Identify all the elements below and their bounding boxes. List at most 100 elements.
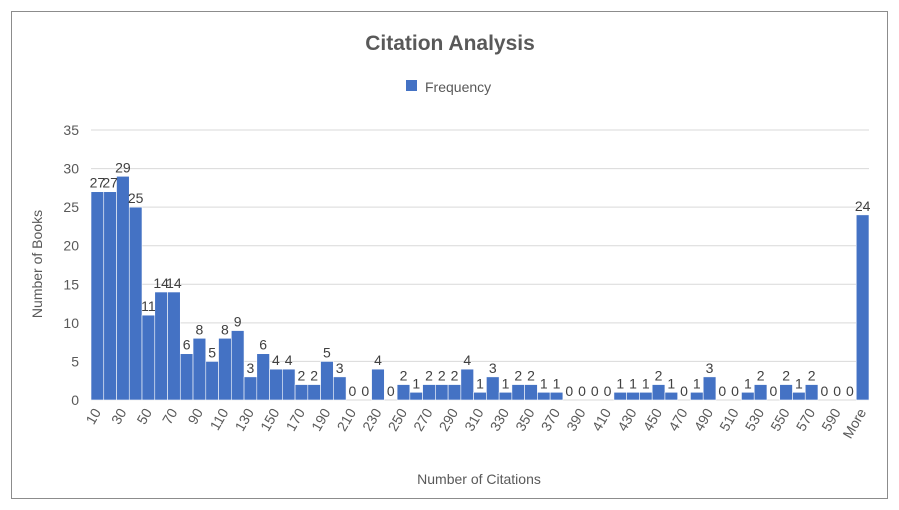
data-label-70: 14 [166, 275, 182, 291]
data-label-520: 1 [744, 375, 752, 391]
bar-10 [90, 191, 105, 401]
bar-270 [422, 384, 436, 401]
bar-550 [779, 384, 793, 401]
data-label-120: 9 [234, 314, 242, 330]
bars [90, 175, 870, 401]
bar-170 [294, 384, 309, 401]
x-tick-label: 90 [184, 405, 206, 427]
data-label-560: 1 [795, 375, 803, 391]
x-tick-label: 430 [614, 405, 640, 433]
bar-310 [473, 391, 487, 401]
data-label-150: 4 [272, 352, 280, 368]
bar-70 [167, 291, 181, 401]
data-label-110: 8 [221, 321, 229, 337]
data-label-100: 5 [208, 344, 216, 360]
bar-260 [409, 391, 423, 401]
data-label-460: 1 [667, 375, 675, 391]
data-label-320: 3 [489, 360, 497, 376]
chart-frame: Citation Analysis Frequency 0 5 10 15 20 25 30… [11, 11, 888, 499]
data-label-270: 2 [425, 368, 433, 384]
x-tick-label: 290 [436, 405, 462, 433]
y-tick-label: 20 [63, 238, 79, 254]
y-tick-label: 25 [63, 199, 79, 215]
data-label-370: 1 [553, 375, 561, 391]
x-tick-label: 250 [385, 405, 411, 433]
data-label-440: 1 [642, 375, 650, 391]
x-tick-label: 10 [82, 405, 104, 427]
x-tick-label: 350 [512, 405, 538, 433]
data-label-490: 3 [706, 360, 714, 376]
data-label-470: 0 [680, 383, 688, 399]
x-tick-label: 390 [563, 405, 589, 433]
y-tick-label: 30 [63, 161, 79, 177]
y-tick-label: 0 [71, 392, 79, 408]
data-label-390: 0 [578, 383, 586, 399]
data-label-170: 2 [298, 368, 306, 384]
data-label-570: 2 [808, 368, 816, 384]
x-tick-label: 570 [793, 405, 819, 433]
data-label-550: 2 [782, 368, 790, 384]
x-tick-label: 50 [133, 405, 155, 427]
data-label-330: 1 [502, 375, 510, 391]
bar-340 [511, 384, 525, 401]
data-label-540: 0 [769, 383, 777, 399]
data-label-480: 1 [693, 375, 701, 391]
bar-190 [320, 361, 334, 401]
x-tick-label: 130 [231, 405, 257, 433]
data-label-230: 4 [374, 352, 382, 368]
data-label-90: 8 [196, 321, 204, 337]
data-label-40: 25 [128, 190, 144, 206]
x-tick-label: 590 [818, 405, 844, 433]
x-tick-label: 170 [283, 405, 309, 433]
bar-420 [613, 391, 627, 401]
bar-180 [307, 384, 321, 401]
data-label-160: 4 [285, 352, 293, 368]
data-label-420: 1 [616, 375, 624, 391]
data-label-360: 1 [540, 375, 548, 391]
data-label-260: 1 [412, 375, 420, 391]
data-label-190: 5 [323, 344, 331, 360]
data-label-450: 2 [655, 368, 663, 384]
bar-430 [626, 391, 640, 401]
chart-svg: Citation Analysis Frequency 051015202530… [29, 32, 871, 487]
bar-460 [664, 391, 678, 401]
bar-110 [218, 337, 232, 401]
x-tick-label: 530 [742, 405, 768, 433]
x-tick-label: 210 [334, 405, 360, 433]
bar-440 [639, 391, 653, 401]
y-tick-label: 35 [63, 122, 79, 138]
data-label-220: 0 [361, 383, 369, 399]
x-tick-label: 30 [108, 405, 130, 427]
x-tick-label: 510 [716, 405, 742, 433]
bar-60 [154, 291, 168, 401]
data-label-240: 0 [387, 383, 395, 399]
x-axis-title: Number of Citations [417, 471, 541, 487]
data-label-More: 24 [855, 198, 871, 214]
data-label-200: 3 [336, 360, 344, 376]
x-tick-label: 410 [589, 405, 615, 433]
bar-570 [804, 384, 819, 401]
data-label-600: 0 [846, 383, 854, 399]
x-tick-label: 270 [410, 405, 436, 433]
y-tick-label: 5 [71, 353, 79, 369]
bar-80 [179, 353, 194, 401]
data-label-350: 2 [527, 368, 535, 384]
bar-160 [282, 368, 296, 401]
data-label-400: 0 [591, 383, 599, 399]
bar-300 [460, 368, 474, 401]
bar-450 [651, 384, 666, 401]
x-tick-label: 230 [359, 405, 385, 433]
bar-480 [690, 391, 704, 401]
x-tick-label: 110 [206, 405, 231, 433]
data-label-180: 2 [310, 368, 318, 384]
data-label-380: 0 [565, 383, 573, 399]
x-tick-label: 70 [159, 405, 181, 427]
data-label-50: 11 [141, 298, 156, 314]
data-label-130: 3 [247, 360, 255, 376]
data-label-580: 0 [820, 383, 828, 399]
bar-230 [371, 368, 385, 401]
bar-320 [486, 376, 500, 401]
x-tick-label: More [839, 405, 869, 441]
y-axis-ticks: 0 5 10 15 20 25 30 35 [63, 122, 79, 408]
